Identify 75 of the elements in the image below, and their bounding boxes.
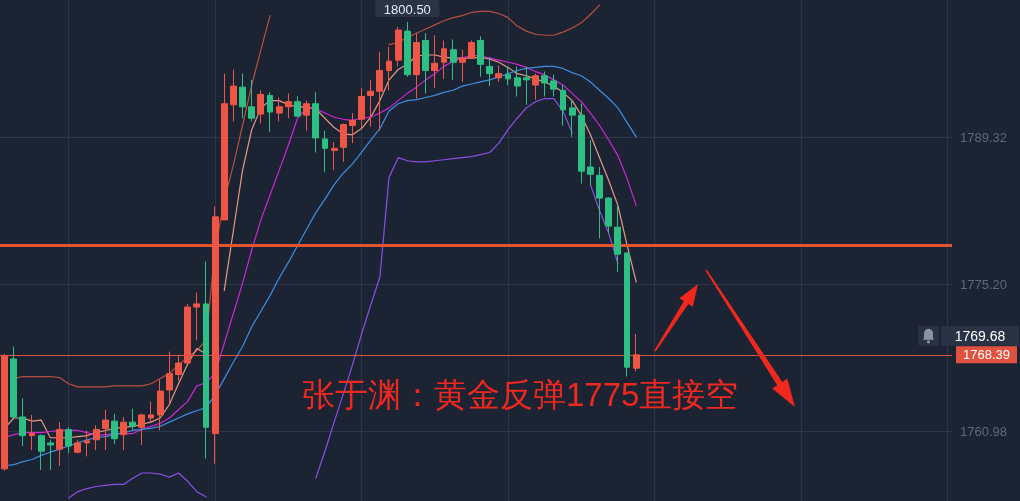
candlestick	[248, 79, 255, 122]
candlestick	[486, 56, 493, 87]
candlestick	[74, 439, 81, 454]
candlestick	[157, 379, 164, 431]
candlestick	[477, 35, 484, 78]
candlestick	[267, 91, 273, 133]
candlestick	[239, 73, 246, 119]
candlestick	[276, 97, 283, 122]
candlestick	[56, 421, 63, 467]
candlestick	[129, 408, 136, 431]
candlestick	[523, 65, 530, 106]
annotation: 1800.50	[383, 1, 431, 17]
candlestick	[386, 46, 392, 91]
candlestick	[550, 74, 557, 97]
candlestick	[102, 409, 109, 451]
candlestick	[294, 95, 301, 117]
candlestick	[560, 84, 566, 127]
candlestick	[193, 292, 200, 341]
candlestick	[358, 87, 365, 130]
candlestick	[47, 439, 54, 471]
candlestick	[111, 413, 118, 445]
candlestick	[331, 141, 338, 171]
candlestick	[367, 79, 374, 128]
candlestick	[495, 64, 502, 83]
candlestick	[84, 429, 90, 457]
candlestick	[148, 400, 154, 424]
candlestick	[614, 204, 621, 273]
candlestick	[624, 251, 630, 378]
candlestick	[578, 103, 585, 185]
candlestick	[166, 351, 173, 404]
candlestick	[340, 122, 347, 163]
candlestick	[605, 196, 612, 234]
candlestick	[29, 414, 35, 451]
candlestick	[1, 353, 8, 472]
candlestick	[349, 112, 356, 144]
candlestick	[450, 38, 457, 81]
candlestick	[569, 100, 576, 138]
candlestick	[431, 34, 438, 89]
candlestick	[138, 413, 145, 446]
candlestick	[322, 130, 328, 173]
candlestick	[404, 21, 411, 78]
candlestick	[303, 100, 310, 132]
candlestick	[19, 397, 26, 447]
candlestick	[505, 65, 511, 86]
candlestick	[203, 260, 209, 459]
candlestick	[532, 73, 539, 101]
candlestick	[395, 26, 402, 67]
candlestick	[93, 424, 100, 451]
candlestick	[65, 426, 72, 454]
candlestick	[596, 166, 603, 240]
y-tick-label: 1775.20	[960, 276, 1007, 292]
candlestick	[257, 89, 264, 124]
candlestick	[184, 303, 191, 364]
candlestick	[38, 434, 45, 471]
ref-line-label: 1768.39	[963, 347, 1010, 363]
candlestick	[120, 416, 127, 451]
candlestick	[312, 91, 319, 153]
candlestick	[541, 71, 548, 97]
candlestick	[221, 73, 228, 221]
y-tick-label: 1789.32	[960, 130, 1007, 146]
candlestick	[422, 32, 429, 94]
candlestick	[376, 51, 383, 132]
candlestick	[441, 39, 447, 80]
candlestick	[514, 65, 521, 97]
candlestick	[175, 354, 182, 382]
candlestick	[459, 49, 466, 83]
candlestick	[230, 69, 237, 122]
y-tick-label: 1760.98	[960, 424, 1007, 440]
text: 1769.68	[954, 327, 1006, 344]
candlestick	[413, 32, 420, 100]
candlestick	[633, 333, 640, 372]
candlestick	[285, 92, 292, 119]
candlestick	[10, 345, 17, 419]
candlestick	[468, 39, 475, 59]
candlestick	[587, 139, 594, 187]
